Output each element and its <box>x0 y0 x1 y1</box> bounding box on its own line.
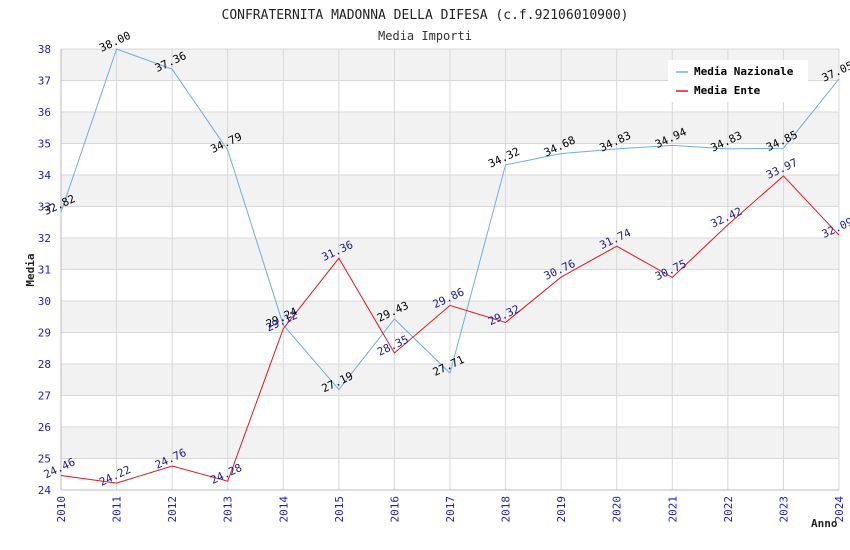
y-tick-label: 28 <box>38 358 51 371</box>
y-tick-label: 33 <box>38 201 51 214</box>
x-axis-label: Anno <box>811 517 838 530</box>
y-tick-label: 24 <box>38 484 52 497</box>
y-tick-label: 34 <box>38 169 52 182</box>
x-tick-label: 2023 <box>777 496 790 523</box>
x-tick-label: 2022 <box>722 496 735 523</box>
legend-label-media-nazionale: Media Nazionale <box>694 65 794 78</box>
x-tick-labels: 2010 2011 2012 2013 2014 2015 2016 2017 2018 2019… <box>55 496 846 523</box>
legend: Media Nazionale Media Ente <box>668 60 808 102</box>
y-tick-label: 25 <box>38 453 51 466</box>
axes <box>60 49 839 491</box>
y-tick-label: 30 <box>38 295 51 308</box>
series-line-media-nazionale <box>60 48 840 391</box>
x-tick-label: 2010 <box>55 496 68 523</box>
chart-title: CONFRATERNITA MADONNA DELLA DIFESA (c.f.… <box>222 8 629 23</box>
x-tick-label: 2017 <box>444 496 457 523</box>
x-tick-label: 2014 <box>277 496 290 523</box>
legend-box <box>668 60 808 102</box>
y-tick-labels: 24 25 26 27 28 29 30 31 32 33 34 35 36 37 38 <box>38 43 52 497</box>
x-tick-label: 2018 <box>500 496 513 523</box>
y-tick-label: 36 <box>38 106 51 119</box>
series-lines <box>60 48 840 484</box>
x-tick-label: 2013 <box>222 496 235 523</box>
series-line-media-ente <box>60 175 840 484</box>
y-tick-label: 37 <box>38 75 51 88</box>
y-tick-label: 38 <box>38 43 51 56</box>
y-tick-label: 35 <box>38 138 51 151</box>
x-tick-label: 2012 <box>166 496 179 523</box>
y-tick-label: 29 <box>38 327 51 340</box>
chart-subtitle: Media Importi <box>378 29 472 43</box>
x-tick-label: 2016 <box>388 496 401 523</box>
y-axis-label: Media <box>24 253 37 286</box>
x-tick-label: 2021 <box>666 496 679 523</box>
x-tick-label: 2020 <box>611 496 624 523</box>
y-tick-label: 27 <box>38 390 51 403</box>
x-tick-label: 2024 <box>833 496 846 523</box>
grid-lines <box>60 48 840 491</box>
x-tick-label: 2015 <box>333 496 346 523</box>
y-tick-label: 26 <box>38 421 51 434</box>
y-tick-label: 31 <box>38 264 51 277</box>
x-tick-label: 2011 <box>111 496 124 523</box>
legend-label-media-ente: Media Ente <box>694 84 761 97</box>
x-tick-label: 2019 <box>555 496 568 523</box>
y-tick-label: 32 <box>38 232 51 245</box>
